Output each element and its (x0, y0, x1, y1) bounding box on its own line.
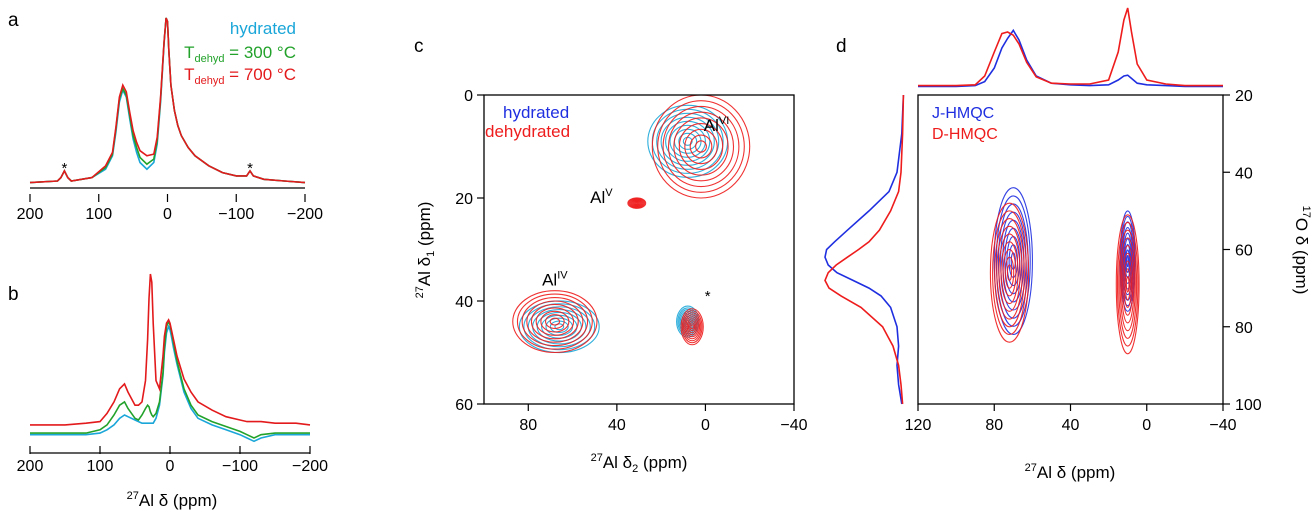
x-tick-label: 0 (163, 206, 172, 223)
side-projection-J-HMQC (824, 94, 905, 405)
panel-c-peak-labels: AlVI AlV AlIV * (542, 115, 729, 305)
panel-label-d: d (836, 36, 847, 57)
contour-peak-dehydrated (512, 290, 598, 354)
panel-a: 200 100 0 −100 −200 * * hydrated Tdehyd = 300… (17, 17, 323, 223)
x-tick-label: 100 (87, 458, 114, 475)
panel-b-x-axis-label: 27Al δ (ppm) (127, 490, 218, 510)
panel-a-x-ticks: 200 100 0 −100 −200 (17, 194, 323, 223)
series-t700 (29, 17, 306, 184)
asterisk-label: * (705, 288, 711, 305)
panel-c: 80 40 0 −40 0 20 40 60 hydrated dehydrated AlVI… (414, 88, 808, 475)
x-tick-label: −40 (780, 417, 807, 434)
panel-d-contours (989, 187, 1140, 355)
panel-label-a: a (8, 10, 19, 31)
panel-c-y-axis-label: 27Al δ1 (ppm) (414, 202, 437, 299)
x-tick-label: 0 (166, 458, 175, 475)
contour-peak-dehydrated (627, 197, 647, 209)
legend-c-hydrated: hydrated (503, 103, 569, 122)
panel-d-ticks: 120 80 40 0 −40 20 40 60 80 100 (905, 88, 1262, 434)
x-tick-label: 100 (85, 206, 112, 223)
series-t300 (30, 319, 310, 439)
legend-t300: Tdehyd = 300 °C (184, 43, 296, 65)
top-projection-D-HMQC (918, 7, 1223, 87)
panel-b: 200 100 0 −100 −200 27Al δ (ppm) (17, 273, 328, 510)
panel-b-x-ticks: 200 100 0 −100 −200 (17, 446, 328, 475)
panel-a-series (29, 17, 306, 184)
legend-d-d-hmqc: D-HMQC (932, 126, 998, 143)
contour-peak-dehydrated (651, 94, 751, 199)
legend-d-j-hmqc: J-HMQC (932, 105, 994, 122)
panel-c-x-axis-label: 27Al δ2 (ppm) (591, 452, 688, 475)
legend-t700: Tdehyd = 700 °C (184, 65, 296, 87)
panel-b-series (30, 273, 311, 443)
peak-label-al-vi: AlVI (704, 115, 730, 135)
legend-hydrated: hydrated (230, 19, 296, 38)
series-t700 (30, 273, 311, 426)
y-tick-label: 40 (1235, 165, 1253, 182)
contour-peak-dehydrated (680, 308, 704, 346)
panel-a-spinning-sidebands: * * (61, 160, 253, 177)
x-tick-label: 80 (985, 417, 1003, 434)
contour-peak-D-HMQC (989, 202, 1030, 343)
x-tick-label: 0 (701, 417, 710, 434)
sideband-asterisk: * (247, 160, 253, 177)
x-tick-label: 80 (519, 417, 537, 434)
y-tick-label: 60 (1235, 243, 1253, 260)
panel-d-side-projection (824, 94, 905, 405)
legend-c-dehydrated: dehydrated (485, 122, 570, 141)
x-tick-label: 200 (17, 206, 44, 223)
x-tick-label: 40 (608, 417, 626, 434)
panel-c-ticks: 80 40 0 −40 0 20 40 60 (455, 88, 807, 434)
panel-label-b: b (8, 284, 19, 305)
y-tick-label: 20 (1235, 88, 1253, 105)
y-tick-label: 40 (455, 294, 473, 311)
y-tick-label: 20 (455, 191, 473, 208)
y-tick-label: 60 (455, 397, 473, 414)
x-tick-label: −40 (1209, 417, 1236, 434)
x-tick-label: −200 (287, 206, 323, 223)
peak-label-al-iv: AlIV (542, 270, 568, 290)
peak-label-al-v: AlV (590, 187, 613, 207)
x-tick-label: −100 (218, 206, 254, 223)
side-projection-D-HMQC (824, 94, 905, 405)
x-tick-label: −200 (292, 458, 328, 475)
y-tick-label: 100 (1235, 397, 1262, 414)
panel-d: 120 80 40 0 −40 20 40 60 80 100 J-HMQC D-HMQC 27A… (824, 7, 1312, 482)
sideband-asterisk: * (61, 160, 67, 177)
top-projection-J-HMQC (918, 28, 1223, 88)
x-tick-label: −100 (222, 458, 258, 475)
panel-d-y-axis-label: 17O δ (ppm) (1292, 206, 1312, 295)
x-tick-label: 120 (905, 417, 932, 434)
x-tick-label: 200 (17, 458, 44, 475)
contour-peak-D-HMQC (1115, 214, 1140, 355)
y-tick-label: 0 (464, 88, 473, 105)
panel-d-top-projection (918, 7, 1223, 88)
panel-label-c: c (414, 36, 424, 57)
y-tick-label: 80 (1235, 320, 1253, 337)
panel-c-frame (483, 94, 795, 405)
panel-d-x-axis-label: 27Al δ (ppm) (1025, 462, 1116, 482)
x-tick-label: 0 (1142, 417, 1151, 434)
x-tick-label: 40 (1062, 417, 1080, 434)
